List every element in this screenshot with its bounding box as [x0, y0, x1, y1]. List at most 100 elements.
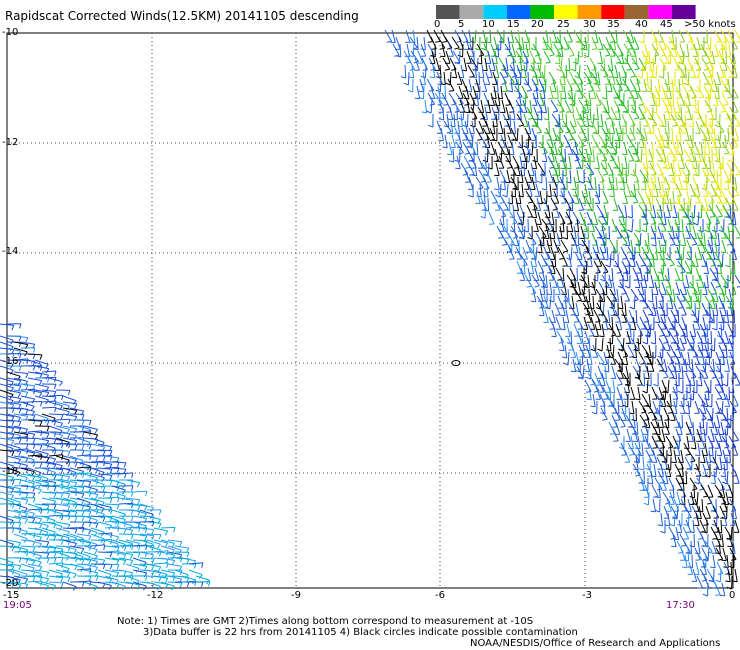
wind-barb: [651, 43, 660, 56]
wind-barb: [483, 209, 489, 212]
wind-barb: [675, 183, 683, 196]
wind-barb: [703, 272, 709, 275]
wind-barb: [407, 57, 416, 70]
wind-barb: [620, 99, 629, 112]
wind-barb: [686, 435, 690, 449]
wind-barb: [684, 211, 693, 224]
wind-barb: [732, 442, 739, 456]
wind-barb: [682, 330, 687, 344]
wind-barb: [711, 474, 717, 478]
wind-barb: [549, 85, 554, 99]
wind-barb: [33, 389, 36, 395]
wind-barb: [94, 434, 99, 440]
wind-barb: [686, 258, 692, 261]
wind-barb: [596, 155, 600, 169]
wind-barb: [67, 433, 71, 439]
wind-barb: [630, 75, 636, 78]
wind-barb: [83, 491, 98, 495]
wind-barb: [616, 92, 623, 106]
wind-barb: [726, 358, 730, 372]
wind-barb: [670, 358, 676, 372]
wind-barb: [564, 99, 572, 112]
wind-barb: [655, 90, 661, 93]
wind-barb: [0, 401, 14, 406]
wind-barb: [406, 43, 411, 57]
wind-barb: [123, 462, 127, 468]
wind-barb: [594, 323, 599, 337]
wind-barb: [144, 505, 148, 511]
wind-barb: [672, 533, 677, 547]
wind-barb: [34, 575, 49, 580]
wind-barb: [534, 71, 539, 85]
wind-barb: [18, 438, 22, 444]
wind-barb: [591, 188, 597, 191]
wind-barb: [682, 370, 688, 373]
wind-barb: [12, 353, 15, 359]
wind-barb: [634, 344, 638, 358]
wind-barb: [641, 99, 647, 113]
wind-barb: [688, 348, 694, 352]
wind-barb: [708, 155, 712, 169]
wind-barb: [587, 372, 596, 385]
wind-barb: [603, 258, 609, 261]
wind-barb: [609, 391, 615, 394]
wind-barb: [604, 237, 610, 240]
wind-barb: [458, 85, 464, 99]
wind-barb: [67, 390, 71, 396]
wind-barb: [94, 561, 99, 566]
wind-barb: [510, 29, 514, 43]
wind-barb: [160, 569, 175, 574]
wind-barb: [491, 57, 496, 71]
wind-barb: [581, 48, 588, 51]
wind-barb: [118, 539, 133, 544]
wind-barb: [656, 251, 662, 254]
wind-barb: [711, 376, 717, 379]
wind-barb: [591, 379, 600, 392]
wind-barb: [30, 406, 35, 411]
wind-barb: [709, 71, 714, 85]
wind-barb: [728, 337, 734, 351]
wind-barb: [60, 414, 64, 420]
wind-barb: [695, 267, 701, 281]
wind-barb: [489, 127, 496, 141]
wind-barb: [655, 393, 664, 406]
wind-barb: [447, 132, 453, 135]
wind-barb: [90, 544, 106, 547]
wind-barb: [13, 503, 28, 509]
wind-barb: [603, 351, 608, 365]
wind-barb: [647, 183, 652, 197]
wind-barb: [88, 420, 92, 426]
wind-barb: [732, 99, 739, 113]
wind-barb: [164, 530, 169, 536]
wind-barb: [720, 29, 729, 42]
wind-barb: [723, 414, 731, 427]
wind-barb: [167, 539, 182, 543]
wind-barb: [545, 274, 548, 288]
wind-barb: [503, 78, 508, 92]
wind-barb: [483, 190, 486, 204]
wind-barb: [651, 435, 658, 449]
wind-barb: [545, 225, 550, 239]
wind-barb: [482, 118, 488, 121]
wind-barb: [678, 127, 682, 141]
wind-barb: [40, 430, 43, 436]
wind-barb: [726, 113, 734, 126]
wind-barb: [619, 188, 625, 191]
wind-barb: [584, 379, 592, 392]
wind-barb: [564, 69, 570, 72]
wind-barb: [53, 493, 57, 499]
wind-barb: [690, 260, 693, 275]
wind-barb: [10, 495, 15, 500]
wind-barb: [558, 48, 564, 50]
wind-barb: [632, 120, 635, 135]
wind-barb: [694, 75, 700, 79]
wind-barb: [661, 134, 665, 148]
wind-barb: [104, 466, 120, 469]
wind-barb: [508, 148, 511, 162]
wind-barb: [125, 563, 140, 569]
wind-barb: [667, 414, 670, 429]
wind-barb: [634, 117, 640, 120]
wind-barb: [609, 43, 616, 57]
wind-barb: [626, 68, 632, 71]
wind-barb: [537, 251, 543, 254]
